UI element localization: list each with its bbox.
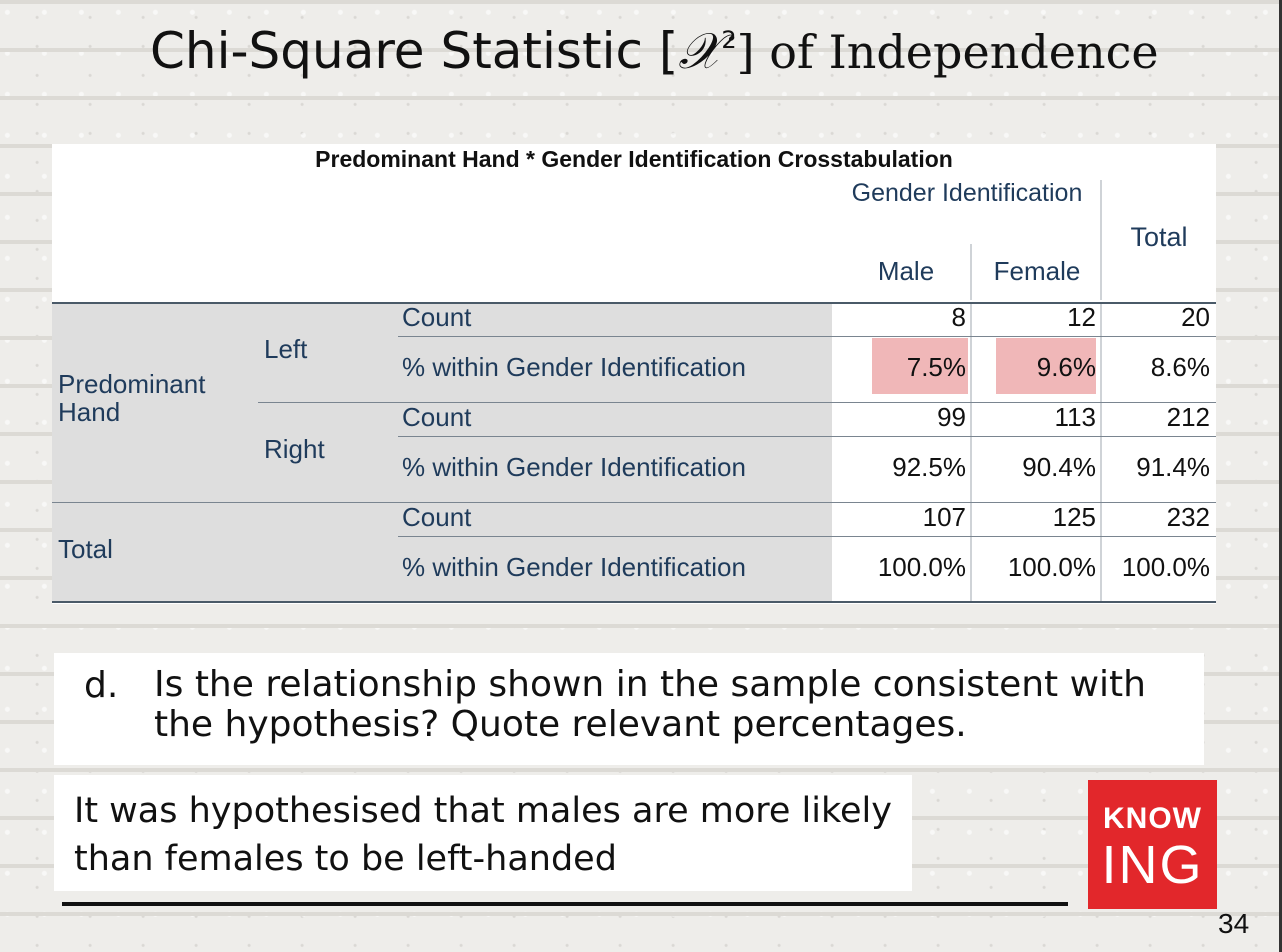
total-value: 91.4% xyxy=(1136,452,1210,482)
total-value: 100.0% xyxy=(1121,552,1210,582)
column-divider xyxy=(970,302,972,602)
header-divider xyxy=(970,244,972,300)
male-value: 107 xyxy=(922,502,966,532)
slide-right-border xyxy=(1279,0,1282,952)
question-box: d. Is the relationship shown in the samp… xyxy=(54,653,1204,765)
title-superscript: 2 xyxy=(721,26,737,54)
stat-label: % within Gender Identification xyxy=(402,352,746,382)
knowing-logo: KNOW ING xyxy=(1088,780,1217,909)
stat-label: % within Gender Identification xyxy=(402,552,746,582)
row-rule xyxy=(398,436,1216,437)
sub-label-left: Left xyxy=(264,334,308,364)
table-bottom-rule xyxy=(52,601,1216,603)
highlight-male-left-pct xyxy=(872,338,968,394)
sub-label-right: Right xyxy=(264,434,325,464)
total-value: 8.6% xyxy=(1150,352,1210,382)
header-total: Total xyxy=(1130,222,1188,252)
male-value: 99 xyxy=(937,402,966,432)
crosstab-title: Predominant Hand * Gender Identification… xyxy=(315,146,953,172)
female-value: 125 xyxy=(1052,502,1096,532)
total-value: 20 xyxy=(1181,302,1210,332)
total-value: 232 xyxy=(1166,502,1210,532)
slide-title: Chi-Square Statistic [𝒳2] of Independenc… xyxy=(150,22,1250,92)
crosstab-table: Predominant Hand * Gender Identification… xyxy=(52,144,1216,604)
female-value: 113 xyxy=(1054,402,1096,432)
answer-box: It was hypothesised that males are more … xyxy=(54,775,912,891)
header-male: Male xyxy=(877,256,935,286)
header-female: Female xyxy=(993,256,1081,286)
stat-label: Count xyxy=(402,502,472,532)
row-rule xyxy=(398,536,1216,537)
question-letter: d. xyxy=(84,665,119,706)
column-divider xyxy=(1100,302,1102,602)
female-value: 100.0% xyxy=(1007,552,1096,582)
row-label-background xyxy=(52,302,832,602)
page-number: 34 xyxy=(1218,908,1250,939)
stat-label: Count xyxy=(402,402,472,432)
row-rule xyxy=(398,336,1216,337)
female-value: 90.4% xyxy=(1022,452,1096,482)
header-rule xyxy=(52,302,1216,304)
row-rule xyxy=(52,502,1216,503)
row-group-predominant-hand: Predominant Hand xyxy=(58,369,206,427)
total-value: 212 xyxy=(1166,402,1210,432)
answer-text: It was hypothesised that males are more … xyxy=(74,791,892,879)
logo-line-2: ING xyxy=(1101,835,1204,895)
header-divider xyxy=(1100,180,1102,300)
title-part-2: ] of Independence xyxy=(736,25,1159,79)
male-value: 8 xyxy=(951,302,966,332)
title-chi-symbol: 𝒳 xyxy=(678,22,722,80)
row-group-total: Total xyxy=(58,534,113,564)
stat-label: Count xyxy=(402,302,472,332)
answer-underline xyxy=(62,902,1068,906)
male-value: 92.5% xyxy=(892,452,966,482)
header-gender-identification: Gender Identification xyxy=(851,179,1083,207)
male-value: 7.5% xyxy=(906,352,966,382)
female-value: 12 xyxy=(1067,302,1096,332)
logo-line-1: KNOW xyxy=(1103,802,1202,835)
title-part-1: Chi-Square Statistic [ xyxy=(150,22,679,80)
female-value: 9.6% xyxy=(1036,352,1096,382)
question-text: Is the relationship shown in the sample … xyxy=(154,664,1146,745)
stat-label: % within Gender Identification xyxy=(402,452,746,482)
row-rule xyxy=(258,402,1216,403)
highlight-female-left-pct xyxy=(996,338,1096,394)
male-value: 100.0% xyxy=(877,552,966,582)
